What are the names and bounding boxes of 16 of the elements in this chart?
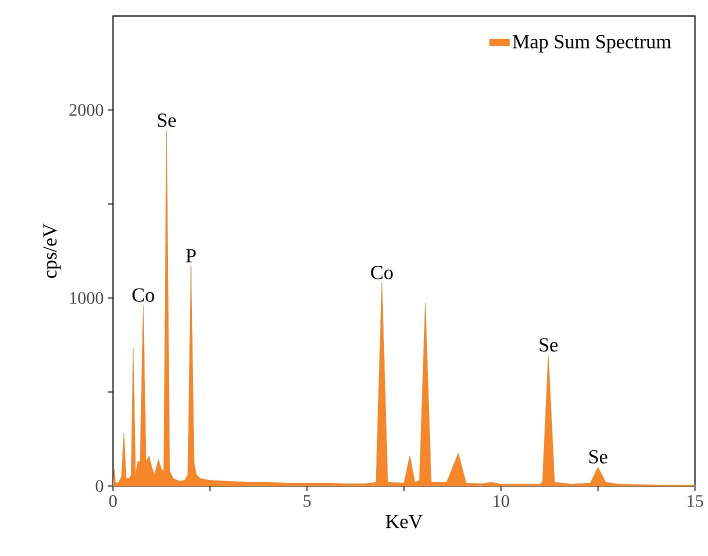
annotation: Se [589, 450, 608, 464]
x-axis-title: KeV [386, 515, 423, 528]
annotation: Se [540, 338, 558, 352]
x-tick-label: 0 [109, 495, 117, 507]
x-tick-label: 10 [494, 495, 510, 507]
annotation: Co [132, 288, 154, 302]
y-tick-label: 0 [96, 480, 104, 492]
x-tick-label: 15 [688, 495, 704, 507]
y-axis-title: cps/eV [43, 224, 61, 278]
y-tick-label: 2000 [69, 104, 104, 116]
annotation: Co [371, 266, 393, 280]
legend-label: Map Sum Spectrum [512, 35, 672, 52]
annotation: P [186, 249, 196, 262]
y-tick-label: 1000 [70, 292, 104, 304]
x-tick-label: 5 [304, 495, 311, 507]
annotation: Se [158, 114, 176, 127]
